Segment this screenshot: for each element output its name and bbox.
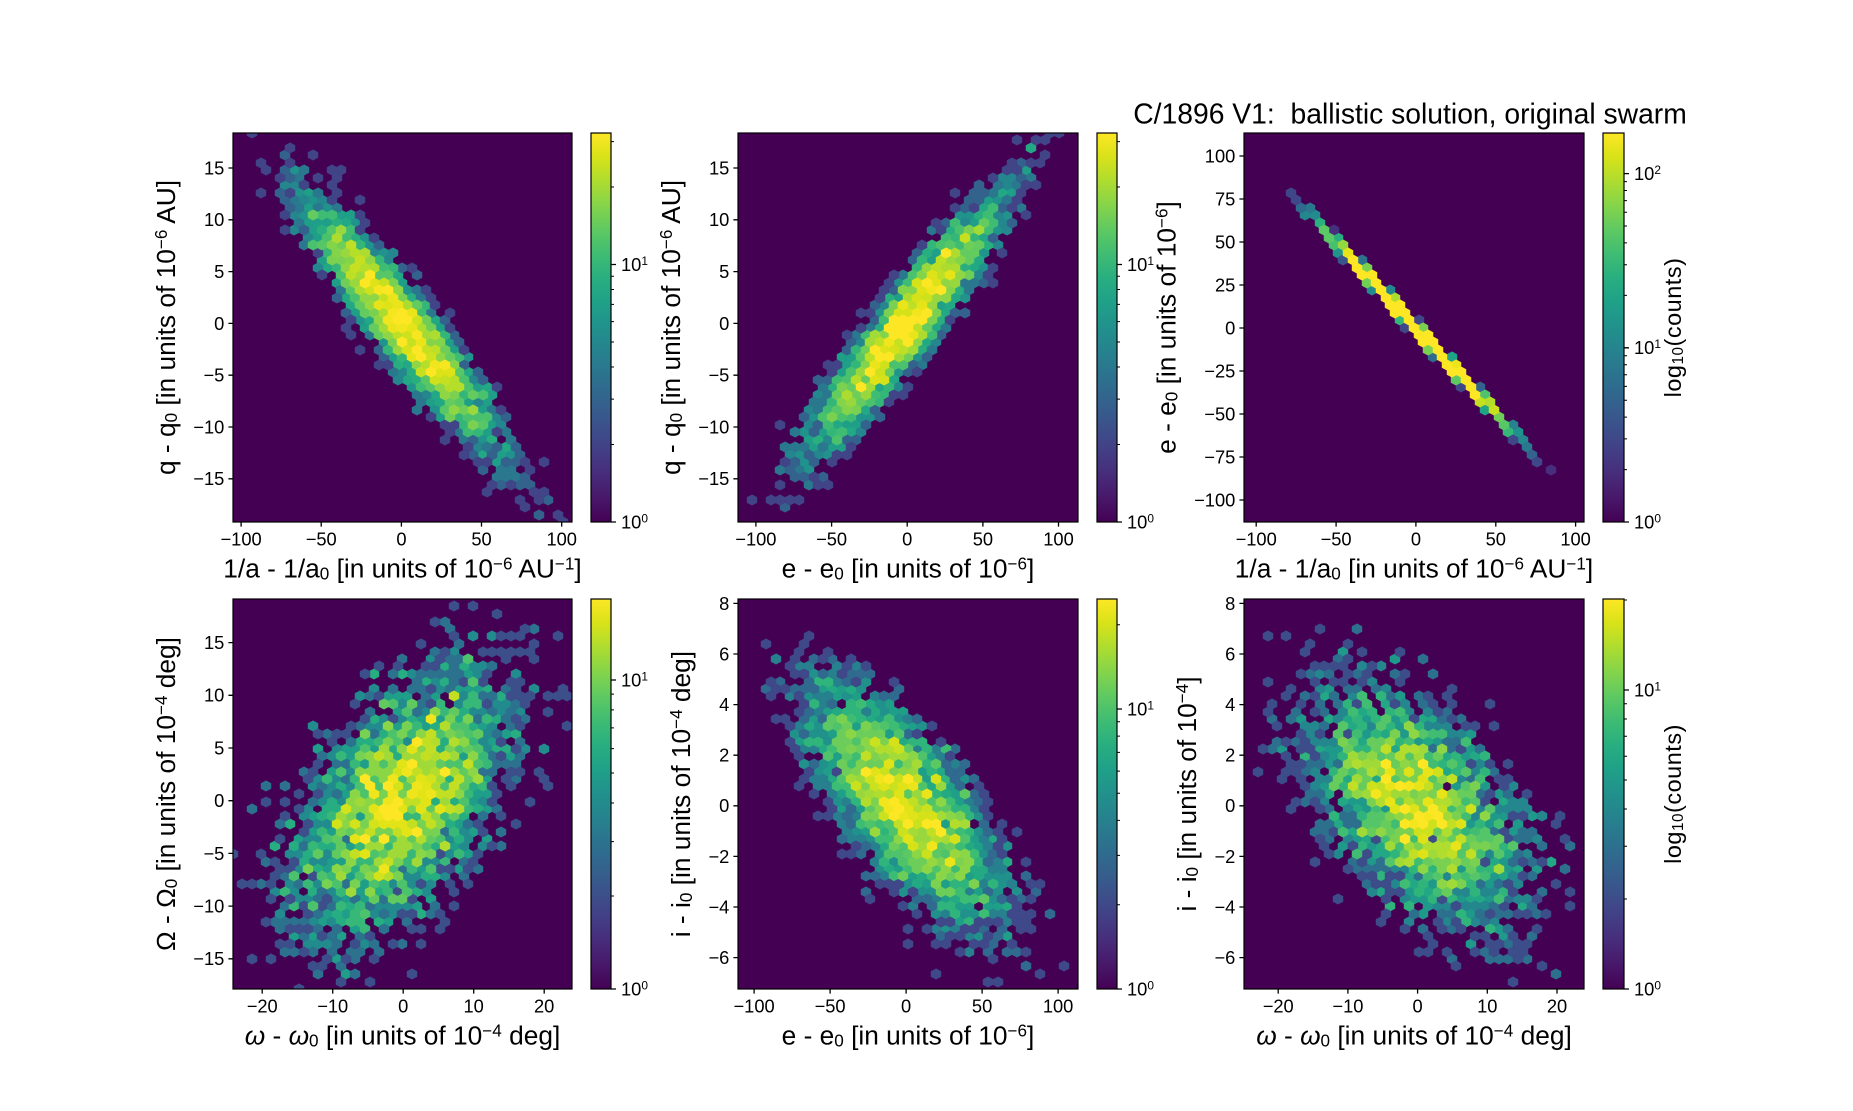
svg-text:15: 15: [204, 157, 224, 178]
svg-text:0: 0: [719, 795, 729, 816]
svg-text:ω - ω0 [in units of 10−4 deg]: ω - ω0 [in units of 10−4 deg]: [1256, 1021, 1572, 1051]
svg-text:100: 100: [1043, 529, 1074, 550]
svg-text:0: 0: [901, 996, 911, 1017]
svg-text:5: 5: [719, 261, 729, 282]
svg-text:50: 50: [972, 996, 992, 1017]
svg-text:e - e0 [in units of 10−6]: e - e0 [in units of 10−6]: [1152, 201, 1182, 454]
svg-text:0: 0: [1225, 317, 1235, 338]
svg-text:6: 6: [1225, 643, 1235, 664]
svg-text:−50: −50: [306, 529, 337, 550]
svg-text:C/1896 V1: ballistic solution: C/1896 V1: ballistic solution, original …: [1133, 98, 1687, 130]
svg-text:75: 75: [1215, 188, 1235, 209]
svg-text:10: 10: [1477, 996, 1497, 1017]
svg-text:0: 0: [398, 996, 408, 1017]
svg-text:100: 100: [1205, 145, 1236, 166]
svg-text:10: 10: [204, 209, 224, 230]
svg-text:Ω - Ω0 [in units of 10−4 deg]: Ω - Ω0 [in units of 10−4 deg]: [151, 637, 181, 951]
svg-text:−10: −10: [698, 416, 729, 437]
svg-text:−20: −20: [247, 996, 278, 1017]
svg-text:8: 8: [1225, 593, 1235, 614]
svg-text:−4: −4: [708, 896, 729, 917]
svg-text:−25: −25: [1204, 360, 1235, 381]
svg-text:−5: −5: [203, 843, 224, 864]
svg-text:1/a - 1/a0 [in units of 10−6 A: 1/a - 1/a0 [in units of 10−6 AU−1]: [223, 554, 581, 584]
svg-text:15: 15: [204, 632, 224, 653]
svg-text:5: 5: [214, 261, 224, 282]
svg-text:−50: −50: [816, 529, 847, 550]
svg-text:100: 100: [546, 529, 577, 550]
svg-text:−20: −20: [1263, 996, 1294, 1017]
svg-text:e - e0 [in units of 10−6]: e - e0 [in units of 10−6]: [782, 1021, 1035, 1051]
svg-text:4: 4: [1225, 694, 1235, 715]
svg-text:−5: −5: [708, 365, 729, 386]
svg-text:−10: −10: [1332, 996, 1363, 1017]
svg-text:−50: −50: [815, 996, 846, 1017]
svg-text:0: 0: [214, 790, 224, 811]
svg-text:4: 4: [719, 694, 729, 715]
svg-text:−100: −100: [1194, 489, 1235, 510]
svg-text:50: 50: [1486, 529, 1506, 550]
svg-text:−75: −75: [1204, 446, 1235, 467]
svg-text:10: 10: [464, 996, 484, 1017]
svg-text:50: 50: [1215, 231, 1235, 252]
svg-text:2: 2: [1225, 745, 1235, 766]
svg-text:25: 25: [1215, 274, 1235, 295]
svg-text:5: 5: [214, 737, 224, 758]
svg-text:−4: −4: [1214, 896, 1235, 917]
svg-text:0: 0: [214, 313, 224, 334]
svg-text:−2: −2: [1214, 846, 1235, 867]
svg-text:−100: −100: [221, 529, 262, 550]
svg-text:−6: −6: [708, 947, 729, 968]
svg-text:−2: −2: [708, 846, 729, 867]
svg-text:0: 0: [719, 313, 729, 334]
svg-text:100: 100: [1560, 529, 1591, 550]
svg-text:2: 2: [719, 745, 729, 766]
svg-text:q - q0 [in units of 10−6 AU]: q - q0 [in units of 10−6 AU]: [151, 180, 181, 475]
svg-text:−15: −15: [698, 468, 729, 489]
svg-text:15: 15: [709, 157, 729, 178]
svg-text:0: 0: [1413, 996, 1423, 1017]
svg-text:−100: −100: [735, 529, 776, 550]
svg-text:100: 100: [1043, 996, 1074, 1017]
svg-text:6: 6: [719, 643, 729, 664]
svg-text:−6: −6: [1214, 947, 1235, 968]
svg-text:−100: −100: [734, 996, 775, 1017]
svg-text:20: 20: [534, 996, 554, 1017]
svg-text:log10(counts): log10(counts): [1660, 724, 1687, 864]
svg-text:8: 8: [719, 593, 729, 614]
svg-text:e - e0 [in units of 10−6]: e - e0 [in units of 10−6]: [782, 554, 1035, 584]
svg-text:−10: −10: [193, 896, 224, 917]
svg-text:−10: −10: [193, 416, 224, 437]
svg-text:1/a - 1/a0 [in units of 10−6 A: 1/a - 1/a0 [in units of 10−6 AU−1]: [1235, 554, 1593, 584]
svg-text:0: 0: [1411, 529, 1421, 550]
svg-text:0: 0: [902, 529, 912, 550]
svg-text:−5: −5: [203, 365, 224, 386]
svg-text:−15: −15: [193, 948, 224, 969]
svg-text:log10(counts): log10(counts): [1660, 258, 1687, 398]
svg-text:q - q0 [in units of 10−6 AU]: q - q0 [in units of 10−6 AU]: [656, 180, 686, 475]
svg-text:ω - ω0 [in units of 10−4 deg]: ω - ω0 [in units of 10−4 deg]: [245, 1021, 561, 1051]
svg-text:−100: −100: [1236, 529, 1277, 550]
svg-text:0: 0: [396, 529, 406, 550]
svg-text:i - i0 [in units of 10−4 deg]: i - i0 [in units of 10−4 deg]: [666, 651, 696, 937]
svg-text:−50: −50: [1321, 529, 1352, 550]
svg-text:−50: −50: [1204, 403, 1235, 424]
svg-text:50: 50: [973, 529, 993, 550]
svg-text:10: 10: [204, 685, 224, 706]
svg-text:10: 10: [709, 209, 729, 230]
svg-text:−10: −10: [317, 996, 348, 1017]
svg-text:−15: −15: [193, 468, 224, 489]
svg-text:50: 50: [471, 529, 491, 550]
svg-text:0: 0: [1225, 795, 1235, 816]
svg-text:20: 20: [1547, 996, 1567, 1017]
